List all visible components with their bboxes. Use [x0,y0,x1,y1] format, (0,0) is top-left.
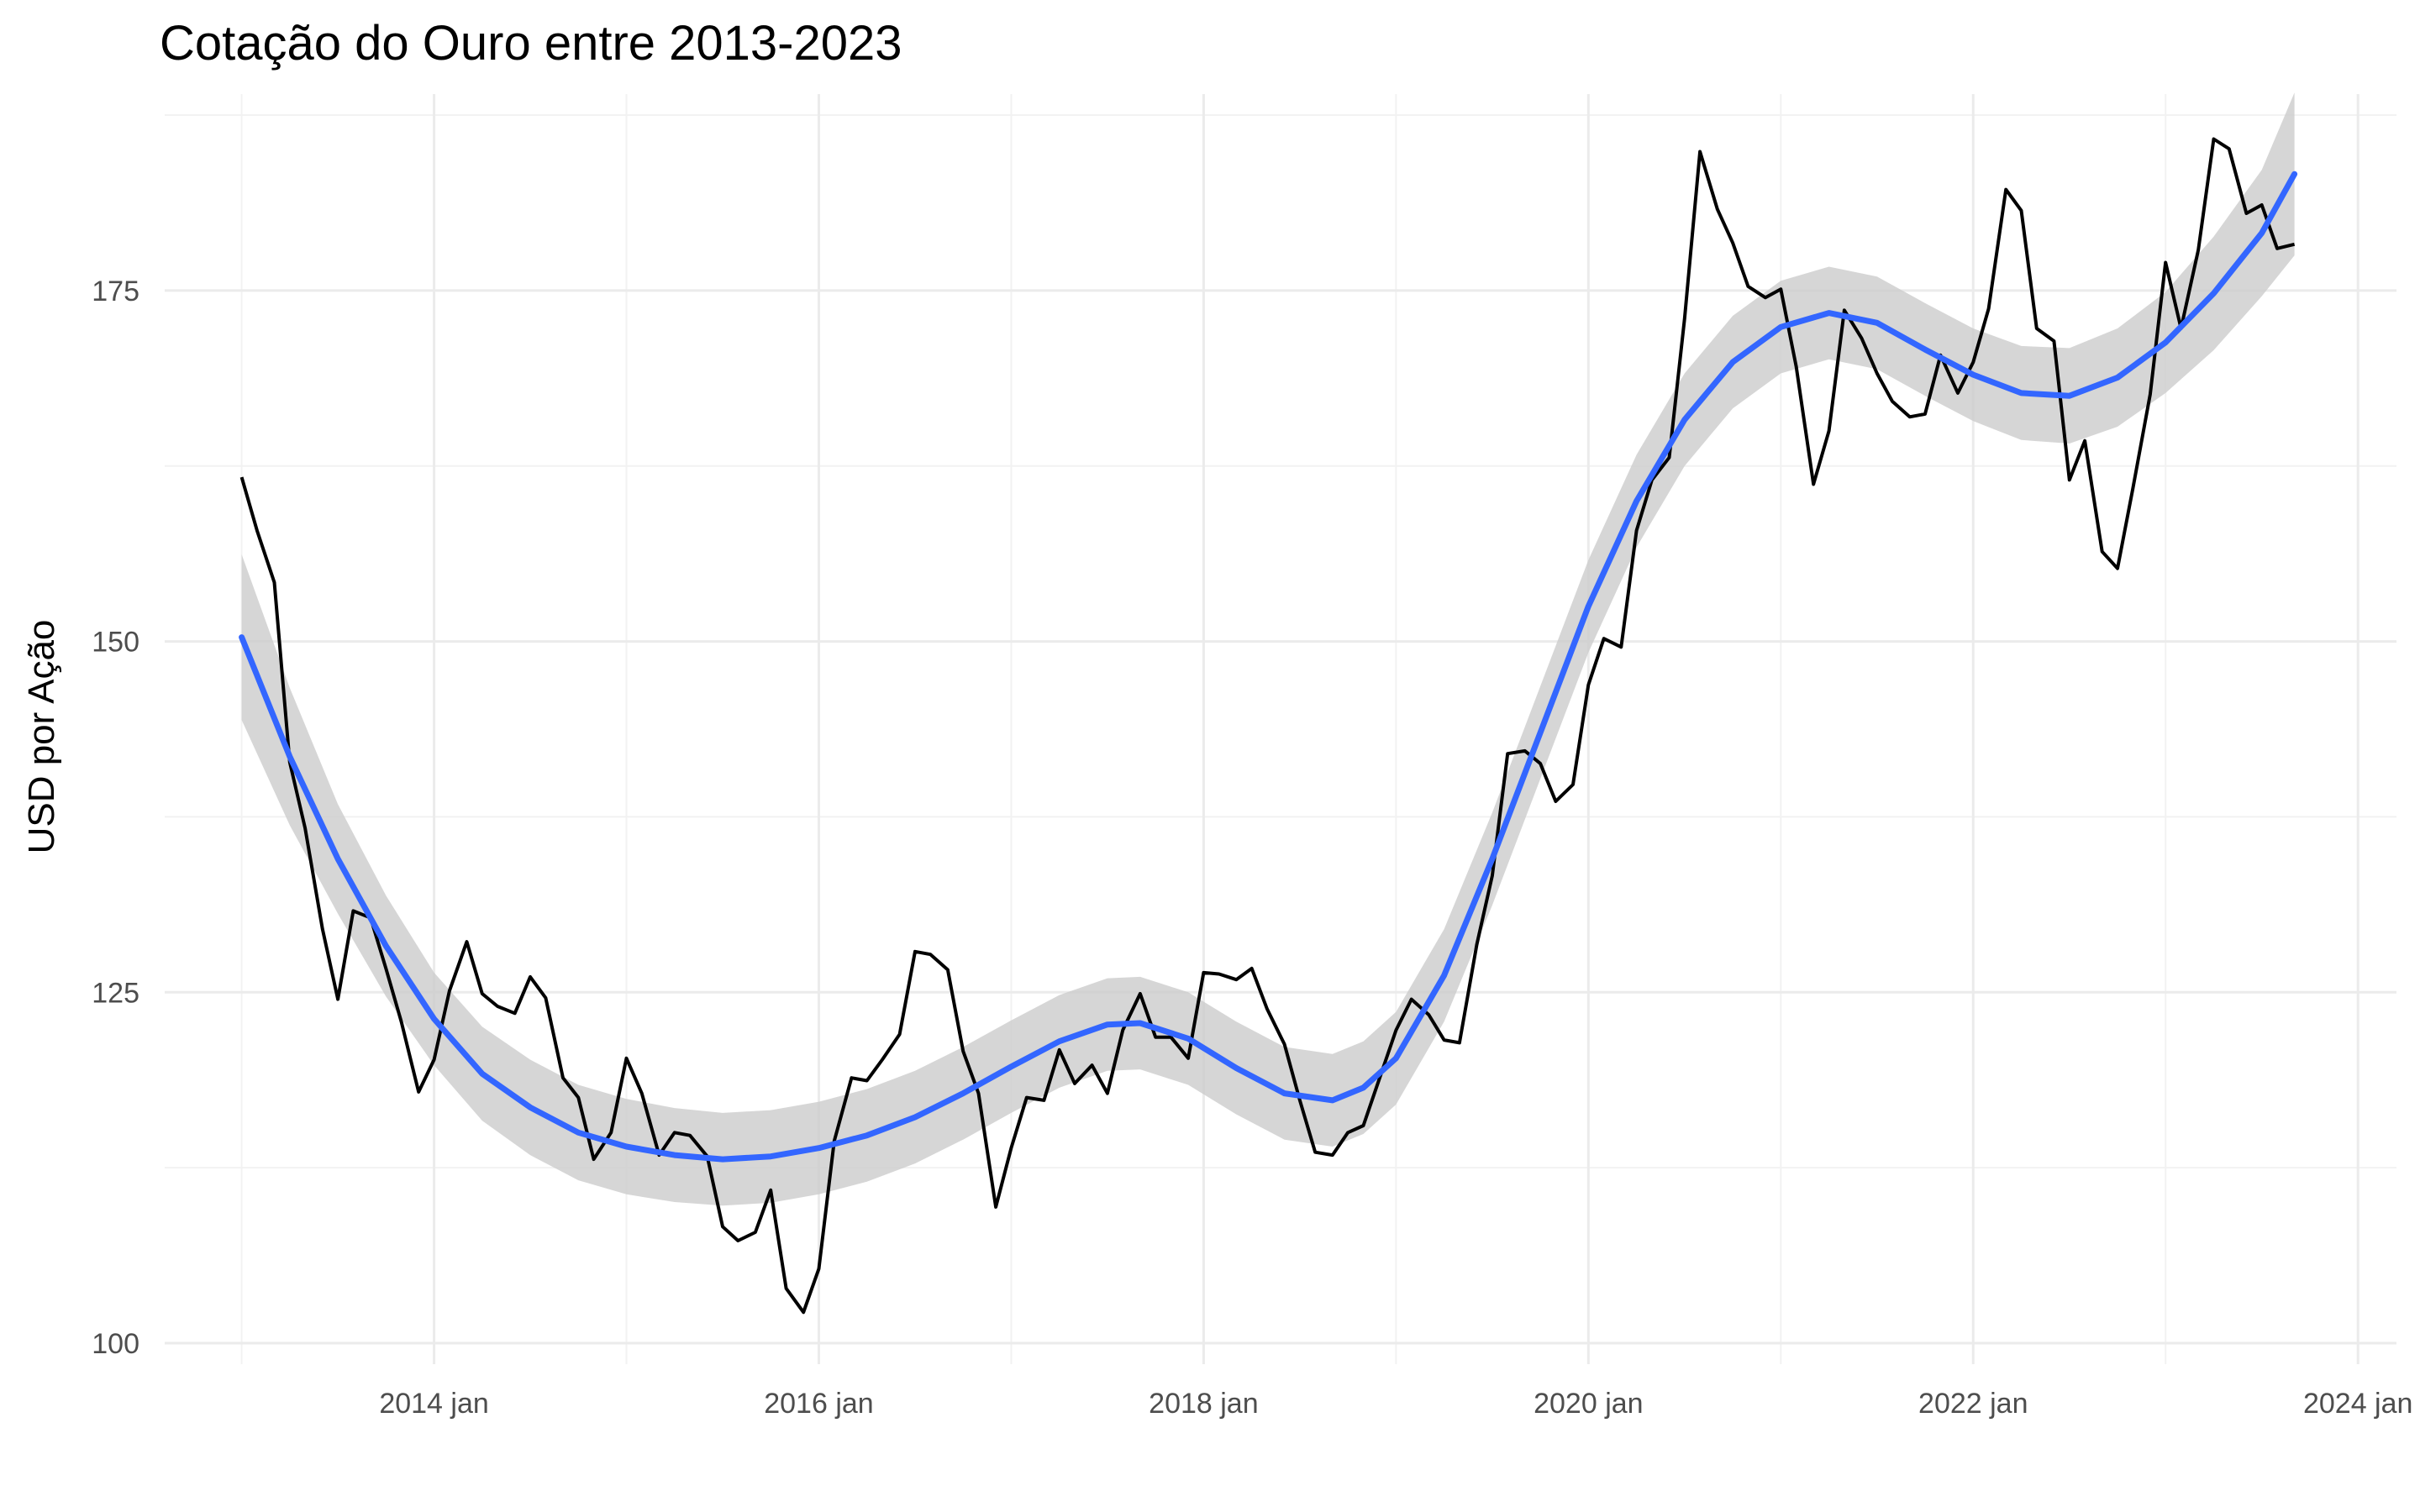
x-axis-tick-labels: 2014 jan 2016 jan 2018 jan 2020 jan 2022 jan… [379,1388,2412,1420]
y-tick-label: 125 [92,977,139,1009]
price-line [239,137,2296,1315]
x-tick-label: 2024 jan [2303,1388,2412,1420]
y-tick-label: 175 [92,276,139,307]
y-tick-label: 150 [92,627,139,659]
smooth-trend-line [239,171,2298,1163]
y-axis-title: USD por Ação [21,620,62,854]
x-tick-label: 2018 jan [1149,1388,1258,1420]
x-tick-label: 2020 jan [1534,1388,1643,1420]
confidence-band [241,92,2295,1206]
x-tick-label: 2022 jan [1918,1388,2028,1420]
minor-gridlines [165,94,2396,1364]
x-tick-label: 2016 jan [764,1388,873,1420]
chart-title: Cotação do Ouro entre 2013-2023 [160,16,902,71]
x-tick-label: 2014 jan [379,1388,488,1420]
major-gridlines [165,94,2396,1364]
y-axis-tick-labels: 100 125 150 175 [92,276,139,1360]
y-tick-label: 100 [92,1328,139,1360]
